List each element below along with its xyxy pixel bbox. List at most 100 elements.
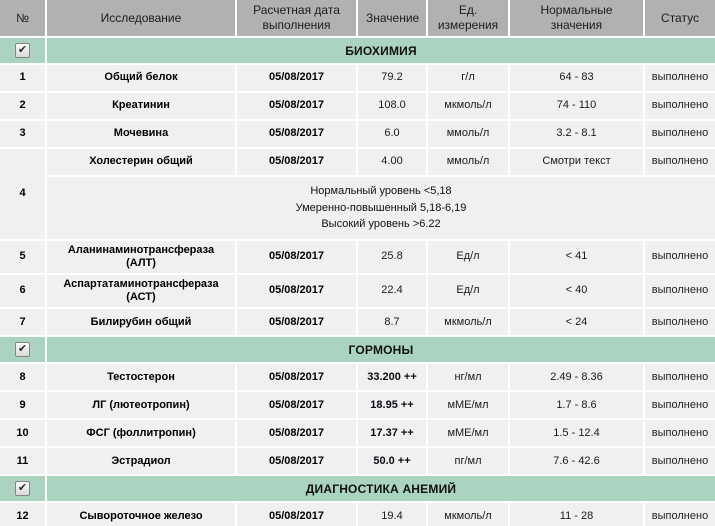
- column-header-normal: Нормальные значения: [510, 0, 645, 38]
- table-row: 3 Мочевина 05/08/2017 6.0 ммоль/л 3.2 - …: [0, 121, 715, 149]
- section-checkbox-cell: ✔: [0, 337, 47, 365]
- row-number: 11: [0, 448, 47, 477]
- checkbox-checked-icon[interactable]: ✔: [15, 481, 30, 497]
- test-name: Билирубин общий: [47, 309, 237, 338]
- row-number: 8: [0, 364, 47, 393]
- unit: нг/мл: [428, 364, 510, 393]
- result-value: 25.8: [358, 240, 428, 275]
- test-name-text: Креатинин: [112, 99, 170, 112]
- normal-range: 7.6 - 42.6: [510, 448, 645, 477]
- unit: Ед/л: [428, 274, 510, 310]
- test-name-text: Сывороточное железо: [79, 509, 203, 522]
- table-row: 5 Аланинаминотрансфераза (АЛТ) 05/08/201…: [0, 240, 715, 275]
- row-number: 1: [0, 65, 47, 93]
- table-row: 11 Эстрадиол 05/08/2017 50.0 ++ пг/мл 7.…: [0, 448, 715, 477]
- row-number: 4: [0, 149, 47, 241]
- result-value: 8.7: [358, 309, 428, 338]
- unit: мМЕ/мл: [428, 392, 510, 421]
- normal-range: 1.5 - 12.4: [510, 420, 645, 449]
- check-glyph: ✔: [17, 482, 28, 495]
- section-title-hormones: ГОРМОНЫ: [47, 337, 715, 365]
- test-name: Эстрадиол: [47, 448, 237, 477]
- result-value: 4.00: [358, 149, 428, 177]
- cholesterol-note-row: Нормальный уровень <5,18 Умеренно-повыше…: [0, 177, 715, 241]
- checkbox-checked-icon[interactable]: ✔: [15, 342, 30, 358]
- column-header-status: Статус: [645, 0, 715, 38]
- row-number: 7: [0, 309, 47, 338]
- result-date: 05/08/2017: [237, 364, 358, 393]
- status-badge: выполнено: [645, 420, 715, 449]
- unit: мМЕ/мл: [428, 420, 510, 449]
- result-date: 05/08/2017: [237, 309, 358, 338]
- check-glyph: ✔: [17, 343, 28, 356]
- row-number: 6: [0, 274, 47, 310]
- checkbox-checked-icon[interactable]: ✔: [15, 42, 30, 58]
- test-name-text: Холестерин общий: [89, 155, 193, 168]
- table-row: 7 Билирубин общий 05/08/2017 8.7 мкмоль/…: [0, 309, 715, 338]
- status-badge: выполнено: [645, 65, 715, 93]
- section-row-hormones: ✔ ГОРМОНЫ: [0, 337, 715, 365]
- cholesterol-note: Нормальный уровень <5,18 Умеренно-повыше…: [47, 177, 715, 241]
- unit: мкмоль/л: [428, 503, 510, 526]
- normal-range: < 40: [510, 274, 645, 310]
- result-value: 79.2: [358, 65, 428, 93]
- test-name-text: ЛГ (лютеотропин): [92, 398, 190, 411]
- table-row: 6 Аспартатаминотрансфераза (АСТ) 05/08/2…: [0, 274, 715, 310]
- normal-range: 11 - 28: [510, 503, 645, 526]
- section-title-biochemistry: БИОХИМИЯ: [47, 38, 715, 65]
- normal-range: 74 - 110: [510, 93, 645, 121]
- result-date: 05/08/2017: [237, 392, 358, 421]
- test-name: Аспартатаминотрансфераза (АСТ): [47, 274, 237, 310]
- check-glyph: ✔: [17, 43, 28, 56]
- result-date: 05/08/2017: [237, 503, 358, 526]
- section-row-anemia-diagnostics: ✔ ДИАГНОСТИКА АНЕМИЙ: [0, 476, 715, 504]
- note-line-moderate-level: Умеренно-повышенный 5,18-6,19: [295, 201, 467, 214]
- test-name: Мочевина: [47, 121, 237, 149]
- note-line-high-level: Высокий уровень >6.22: [321, 218, 441, 230]
- normal-range: 3.2 - 8.1: [510, 121, 645, 149]
- unit: ммоль/л: [428, 121, 510, 149]
- result-value-flagged: 18.95 ++: [358, 392, 428, 421]
- unit: мкмоль/л: [428, 93, 510, 121]
- row-number: 2: [0, 93, 47, 121]
- test-name-text: ФСГ (фоллитропин): [86, 426, 196, 439]
- section-checkbox-cell: ✔: [0, 476, 47, 504]
- column-header-value: Значение: [358, 0, 428, 38]
- unit: пг/мл: [428, 448, 510, 477]
- test-name: ФСГ (фоллитропин): [47, 420, 237, 449]
- test-name: Тестостерон: [47, 364, 237, 393]
- status-badge: выполнено: [645, 309, 715, 338]
- unit: мкмоль/л: [428, 309, 510, 338]
- status-badge: выполнено: [645, 392, 715, 421]
- row-number: 10: [0, 420, 47, 449]
- row-number: 3: [0, 121, 47, 149]
- column-header-number: №: [0, 0, 47, 38]
- table-row: 4 Холестерин общий 05/08/2017 4.00 ммоль…: [0, 149, 715, 241]
- normal-range: < 41: [510, 240, 645, 275]
- test-name: Сывороточное железо: [47, 503, 237, 526]
- result-date: 05/08/2017: [237, 274, 358, 310]
- row-number: 12: [0, 503, 47, 526]
- test-name-text: Мочевина: [113, 127, 169, 140]
- table-row: 2 Креатинин 05/08/2017 108.0 мкмоль/л 74…: [0, 93, 715, 121]
- result-value: 108.0: [358, 93, 428, 121]
- table-row: 8 Тестостерон 05/08/2017 33.200 ++ нг/мл…: [0, 364, 715, 393]
- result-date: 05/08/2017: [237, 149, 358, 177]
- test-name: ЛГ (лютеотропин): [47, 392, 237, 421]
- test-name-text: Билирубин общий: [90, 315, 192, 328]
- result-value-flagged: 50.0 ++: [358, 448, 428, 477]
- table-row: 10 ФСГ (фоллитропин) 05/08/2017 17.37 ++…: [0, 420, 715, 449]
- test-name: Аланинаминотрансфераза (АЛТ): [47, 240, 237, 275]
- result-date: 05/08/2017: [237, 93, 358, 121]
- table-header-row: № Исследование Расчетная дата выполнения…: [0, 0, 715, 38]
- result-value: 22.4: [358, 274, 428, 310]
- normal-range: 1.7 - 8.6: [510, 392, 645, 421]
- result-value-flagged: 17.37 ++: [358, 420, 428, 449]
- result-value: 19.4: [358, 503, 428, 526]
- result-date: 05/08/2017: [237, 65, 358, 93]
- note-line-normal-level: Нормальный уровень <5,18: [310, 185, 452, 197]
- result-date: 05/08/2017: [237, 121, 358, 149]
- row-number: 5: [0, 240, 47, 275]
